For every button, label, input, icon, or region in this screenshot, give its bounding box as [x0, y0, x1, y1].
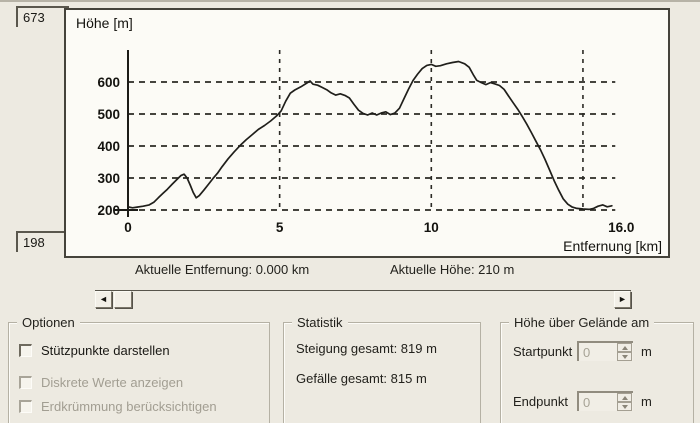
- checkbox-icon: [19, 400, 32, 413]
- group-hoehe-title: Höhe über Gelände am: [509, 315, 655, 330]
- right-arrow-icon: ►: [618, 294, 627, 304]
- y-tick-label: 500: [97, 107, 120, 122]
- current-distance-label: Aktuelle Entfernung: 0.000 km: [135, 262, 310, 277]
- checkbox-diskrete-werte: Diskrete Werte anzeigen: [19, 375, 183, 390]
- x-tick-label: 0: [124, 220, 132, 235]
- group-statistik: Statistik Steigung gesamt: 819 m Gefälle…: [283, 315, 481, 423]
- checkbox-stuetzpunkte[interactable]: Stützpunkte darstellen: [19, 343, 170, 358]
- x-tick-label: 5: [276, 220, 284, 235]
- y-tick-label: 400: [97, 139, 120, 154]
- scrollbar-thumb[interactable]: [114, 291, 132, 308]
- checkbox-label: Diskrete Werte anzeigen: [41, 375, 184, 390]
- scrollbar-track[interactable]: [132, 291, 614, 308]
- y-tick-label: 200: [97, 203, 120, 218]
- spinner-up-icon: [617, 343, 632, 352]
- group-hoehe-ueber-gelaende: Höhe über Gelände am Startpunkt 0 m Endp…: [500, 315, 694, 423]
- chart-y-axis-title: Höhe [m]: [76, 15, 133, 31]
- spinner-down-icon: [617, 352, 632, 361]
- endpunkt-label: Endpunkt: [513, 393, 568, 409]
- group-optionen-title: Optionen: [17, 315, 80, 330]
- total-ascent-label: Steigung gesamt: 819 m: [296, 341, 437, 356]
- elevation-plot: 200 300 400 500 600 0 5 10 16.0: [97, 50, 634, 235]
- total-descent-label: Gefälle gesamt: 815 m: [296, 371, 427, 386]
- distance-scrollbar[interactable]: ◄ ►: [95, 290, 631, 310]
- endpunkt-unit: m: [641, 393, 652, 409]
- y-tick-label: 600: [97, 75, 120, 90]
- startpunkt-field: 0: [577, 341, 633, 361]
- elevation-curve: [127, 60, 613, 211]
- endpunkt-field: 0: [577, 391, 633, 411]
- startpunkt-unit: m: [641, 343, 652, 359]
- startpunkt-value: 0: [583, 344, 591, 360]
- max-elevation-box: 673: [16, 6, 69, 27]
- group-statistik-title: Statistik: [292, 315, 348, 330]
- endpunkt-spinner: [617, 393, 632, 411]
- chart-x-axis-title: Entfernung [km]: [563, 238, 662, 254]
- startpunkt-spinner: [617, 343, 632, 361]
- checkbox-erdkruemmung: Erdkrümmung berücksichtigen: [19, 399, 217, 414]
- left-arrow-icon: ◄: [99, 294, 108, 304]
- scroll-right-button[interactable]: ►: [614, 291, 631, 308]
- scroll-left-button[interactable]: ◄: [95, 291, 112, 308]
- elevation-chart[interactable]: 200 300 400 500 600 0 5 10 16.0 Höhe [m] Entfern…: [64, 8, 670, 258]
- startpunkt-label: Startpunkt: [513, 343, 573, 359]
- startpunkt-row: Startpunkt 0 m: [513, 341, 652, 361]
- x-tick-label: 16.0: [608, 220, 634, 235]
- endpunkt-row: Endpunkt 0 m: [513, 391, 652, 411]
- checkbox-icon: [19, 376, 32, 389]
- x-tick-label: 10: [424, 220, 439, 235]
- checkbox-icon[interactable]: [19, 344, 32, 357]
- min-elevation-box: 198: [16, 231, 69, 252]
- y-tick-label: 300: [97, 171, 120, 186]
- checkbox-label: Erdkrümmung berücksichtigen: [41, 399, 217, 414]
- current-height-label: Aktuelle Höhe: 210 m: [390, 262, 515, 277]
- endpunkt-value: 0: [583, 394, 591, 410]
- checkbox-label: Stützpunkte darstellen: [41, 343, 170, 358]
- spinner-down-icon: [617, 402, 632, 411]
- group-optionen: Optionen Stützpunkte darstellen Diskrete…: [8, 315, 270, 423]
- spinner-up-icon: [617, 393, 632, 402]
